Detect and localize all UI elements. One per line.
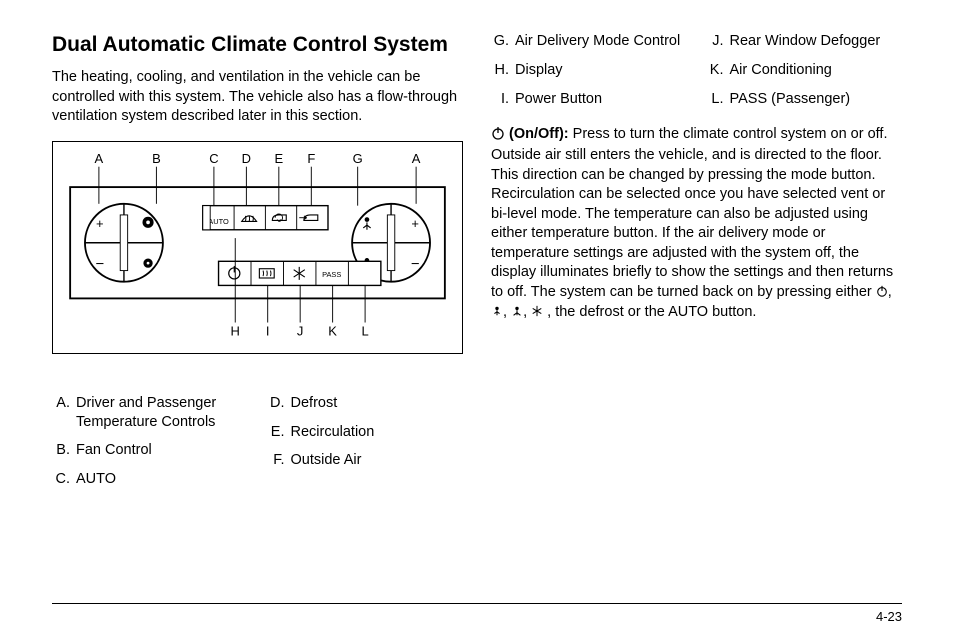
legend-item: A.Driver and Passenger Temperature Contr…: [52, 394, 249, 432]
legend-item: K.Air Conditioning: [706, 61, 903, 80]
onoff-text-b: , the defrost or the AUTO button.: [547, 304, 756, 320]
legend-letter: A.: [52, 394, 76, 432]
legend-item: F.Outside Air: [267, 451, 464, 470]
page-number: 4-23: [876, 609, 902, 624]
diagram-bottom-label: I: [266, 323, 270, 338]
onoff-paragraph: (On/Off): Press to turn the climate cont…: [491, 125, 902, 323]
diagram-top-label: A: [95, 151, 104, 166]
legend-text: Display: [515, 61, 688, 80]
legend-text: PASS (Passenger): [730, 90, 903, 109]
diagram-bottom-label: J: [297, 323, 303, 338]
legend-letter: J.: [706, 32, 730, 51]
onoff-heading: (On/Off):: [509, 126, 569, 142]
legend-letter: I.: [491, 90, 515, 109]
diagram-top-label: C: [209, 151, 218, 166]
legend-item: L.PASS (Passenger): [706, 90, 903, 109]
legend-text: Driver and Passenger Temperature Control…: [76, 394, 249, 432]
legend-item: G.Air Delivery Mode Control: [491, 32, 688, 51]
legend-text: Defrost: [291, 394, 464, 413]
intro-paragraph: The heating, cooling, and ventilation in…: [52, 68, 463, 127]
diagram-top-label: A: [412, 151, 421, 166]
diagram-top-label: D: [242, 151, 251, 166]
diagram-bottom-label: K: [328, 323, 337, 338]
legend-item: E.Recirculation: [267, 423, 464, 442]
legend-letter: L.: [706, 90, 730, 109]
legend-item: C.AUTO: [52, 470, 249, 489]
svg-text:+: +: [411, 216, 419, 231]
legend-left-block: A.Driver and Passenger Temperature Contr…: [52, 394, 463, 499]
legend-item: B.Fan Control: [52, 441, 249, 460]
auto-button-label: AUTO: [208, 217, 229, 226]
diagram-top-label: F: [307, 151, 315, 166]
svg-text:−: −: [95, 257, 104, 273]
svg-text:−: −: [411, 257, 420, 273]
legend-text: Outside Air: [291, 451, 464, 470]
legend-right-block: G.Air Delivery Mode ControlH.DisplayI.Po…: [491, 32, 902, 119]
legend-text: Air Delivery Mode Control: [515, 32, 688, 51]
legend-letter: F.: [267, 451, 291, 470]
right-column: G.Air Delivery Mode ControlH.DisplayI.Po…: [491, 32, 902, 499]
legend-text: Recirculation: [291, 423, 464, 442]
legend-text: AUTO: [76, 470, 249, 489]
climate-control-diagram: A B C D E F G A + −: [52, 141, 463, 354]
footer-rule: [52, 603, 902, 604]
diagram-bottom-label: L: [361, 323, 368, 338]
left-column: Dual Automatic Climate Control System Th…: [52, 32, 463, 499]
legend-letter: G.: [491, 32, 515, 51]
legend-letter: B.: [52, 441, 76, 460]
legend-col-a: A.Driver and Passenger Temperature Contr…: [52, 394, 249, 499]
legend-letter: H.: [491, 61, 515, 80]
pass-button-label: PASS: [322, 270, 341, 279]
legend-item: I.Power Button: [491, 90, 688, 109]
power-icon-inline: [491, 126, 505, 147]
diagram-bottom-label: H: [231, 323, 240, 338]
svg-text:+: +: [96, 216, 104, 231]
legend-item: J.Rear Window Defogger: [706, 32, 903, 51]
diagram-top-label: B: [152, 151, 161, 166]
legend-letter: K.: [706, 61, 730, 80]
legend-col-b: D.DefrostE.RecirculationF.Outside Air: [267, 394, 464, 499]
legend-col-c: G.Air Delivery Mode ControlH.DisplayI.Po…: [491, 32, 688, 119]
legend-item: H.Display: [491, 61, 688, 80]
diagram-top-label: G: [353, 151, 363, 166]
legend-letter: C.: [52, 470, 76, 489]
page-title: Dual Automatic Climate Control System: [52, 32, 463, 58]
legend-letter: D.: [267, 394, 291, 413]
legend-col-d: J.Rear Window DefoggerK.Air Conditioning…: [706, 32, 903, 119]
legend-text: Rear Window Defogger: [730, 32, 903, 51]
left-dial: + −: [85, 204, 163, 282]
diagram-top-label: E: [275, 151, 284, 166]
legend-text: Air Conditioning: [730, 61, 903, 80]
legend-text: Power Button: [515, 90, 688, 109]
diagram-svg: A B C D E F G A + −: [59, 150, 456, 345]
onoff-text-a: Press to turn the climate control system…: [491, 126, 893, 301]
legend-item: D.Defrost: [267, 394, 464, 413]
legend-letter: E.: [267, 423, 291, 442]
legend-text: Fan Control: [76, 441, 249, 460]
